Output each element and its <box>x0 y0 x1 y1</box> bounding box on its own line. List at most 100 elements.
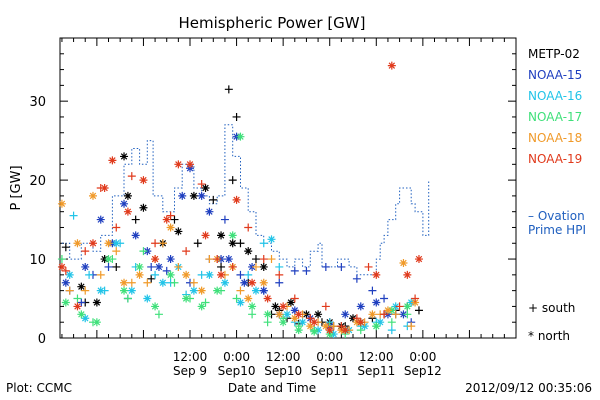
noaa-19-north-point <box>294 310 303 319</box>
noaa-18-south-point <box>236 286 245 295</box>
metp-02-north-point <box>77 282 86 291</box>
noaa-19-south-point <box>364 262 373 271</box>
x-tick-label-date: Sep10 <box>218 364 256 378</box>
noaa-19-north-point <box>186 160 195 169</box>
noaa-16-north-point <box>143 294 152 303</box>
noaa-17-north-point <box>151 302 160 311</box>
metp-02-north-point <box>92 298 101 307</box>
noaa-17-south-point <box>403 310 412 319</box>
noaa-19-north-point <box>57 262 66 271</box>
noaa-18-north-point <box>259 278 268 287</box>
noaa-15-north-point <box>372 298 381 307</box>
noaa-15-north-point <box>259 286 268 295</box>
noaa-17-south-point <box>232 294 241 303</box>
noaa-15-south-point <box>104 262 113 271</box>
noaa-18-south-point <box>251 262 260 271</box>
x-tick-label-date: Sep11 <box>311 364 349 378</box>
noaa-15-south-point <box>321 262 330 271</box>
metp-02-south-point <box>224 85 233 94</box>
metp-02-south-point <box>217 262 226 271</box>
noaa-16-south-point <box>244 270 253 279</box>
noaa-18-north-point <box>73 239 82 248</box>
noaa-16-north-point <box>376 318 385 327</box>
noaa-19-south-point <box>112 223 121 232</box>
marker-key-south: + south <box>528 301 575 315</box>
metp-02-south-point <box>112 262 121 271</box>
noaa-19-north-point <box>108 156 117 165</box>
metp-02-south-point <box>232 112 241 121</box>
noaa-18-south-point <box>174 262 183 271</box>
legend-entry-metp-02: METP-02 <box>528 47 580 61</box>
metp-02-north-point <box>139 203 148 212</box>
noaa-17-north-point <box>92 318 101 327</box>
noaa-18-north-point <box>120 278 129 287</box>
noaa-19-south-point <box>228 262 237 271</box>
noaa-19-north-point <box>162 215 171 224</box>
noaa-17-south-point <box>387 318 396 327</box>
x-tick-label-time: 12:00 <box>266 350 301 364</box>
noaa-18-north-point <box>135 270 144 279</box>
plot-timestamp: 2012/09/12 00:35:06 <box>465 381 592 395</box>
noaa-19-south-point <box>290 294 299 303</box>
noaa-15-north-point <box>205 207 214 216</box>
noaa-19-south-point <box>81 247 90 256</box>
metp-02-north-point <box>314 310 323 319</box>
y-axis-label: P [GW] <box>9 165 24 210</box>
noaa-18-south-point <box>127 278 136 287</box>
noaa-19-south-point <box>337 322 346 331</box>
noaa-15-north-point <box>290 306 299 315</box>
noaa-16-north-point <box>112 239 121 248</box>
metp-02-south-point <box>170 215 179 224</box>
noaa-19-south-point <box>380 310 389 319</box>
noaa-18-north-point <box>244 294 253 303</box>
noaa-15-north-point <box>120 199 129 208</box>
noaa-16-north-point <box>96 286 105 295</box>
noaa-19-north-point <box>248 278 257 287</box>
noaa-18-north-point <box>197 286 206 295</box>
x-tick-label-date: Sep12 <box>404 364 442 378</box>
noaa-19-north-point <box>279 302 288 311</box>
noaa-18-north-point <box>166 223 175 232</box>
noaa-15-south-point <box>337 262 346 271</box>
noaa-18-south-point <box>329 322 338 331</box>
noaa-15-north-point <box>197 191 206 200</box>
noaa-19-south-point <box>151 239 160 248</box>
y-tick-label: 30 <box>29 95 46 110</box>
noaa-18-north-point <box>275 310 284 319</box>
noaa-19-south-point <box>352 314 361 323</box>
noaa-17-north-point <box>104 255 113 264</box>
noaa-16-north-point <box>267 235 276 244</box>
noaa-15-south-point <box>147 262 156 271</box>
noaa-19-south-point <box>411 294 420 303</box>
noaa-19-north-point <box>356 318 365 327</box>
noaa-19-south-point <box>259 255 268 264</box>
noaa-17-south-point <box>57 255 66 264</box>
noaa-18-south-point <box>158 239 167 248</box>
noaa-15-north-point <box>81 262 90 271</box>
noaa-15-north-point <box>341 310 350 319</box>
noaa-15-south-point <box>302 266 311 275</box>
noaa-18-south-point <box>205 255 214 264</box>
noaa-17-north-point <box>294 326 303 335</box>
chart-title: Hemispheric Power [GW] <box>179 14 366 32</box>
noaa-18-north-point <box>88 191 97 200</box>
noaa-18-south-point <box>407 322 416 331</box>
metp-02-south-point <box>61 243 70 252</box>
noaa-19-south-point <box>213 255 222 264</box>
noaa-17-north-point <box>213 286 222 295</box>
noaa-16-south-point <box>85 270 94 279</box>
noaa-18-north-point <box>368 310 377 319</box>
noaa-15-north-point <box>96 215 105 224</box>
noaa-19-north-point <box>263 294 272 303</box>
noaa-17-north-point <box>248 302 257 311</box>
noaa-19-south-point <box>182 247 191 256</box>
noaa-16-north-point <box>205 270 214 279</box>
noaa-19-north-point <box>151 255 160 264</box>
noaa-16-south-point <box>259 239 268 248</box>
metp-02-north-point <box>201 184 210 192</box>
x-tick-label-time: 12:00 <box>359 350 394 364</box>
noaa-18-south-point <box>391 310 400 319</box>
noaa-16-north-point <box>81 314 90 323</box>
noaa-17-south-point <box>170 278 179 287</box>
noaa-17-north-point <box>236 132 245 141</box>
